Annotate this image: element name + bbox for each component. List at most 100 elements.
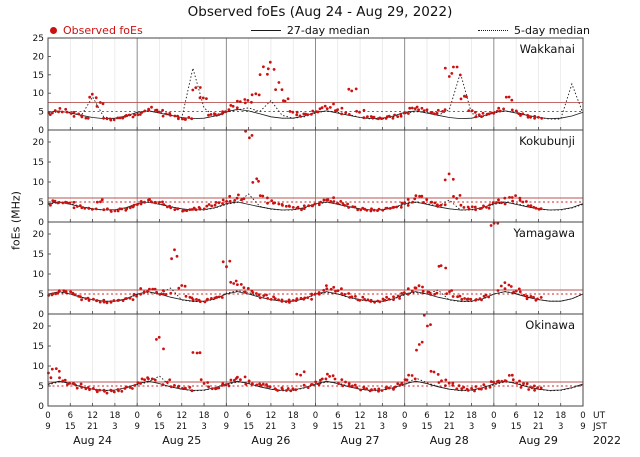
observed-dot <box>484 387 488 390</box>
observed-dot <box>325 287 329 291</box>
observed-dot <box>517 287 521 291</box>
observed-dot <box>482 383 486 387</box>
observed-dot <box>344 380 347 384</box>
observed-dot <box>474 115 478 119</box>
observed-dot <box>277 81 281 84</box>
observed-dot <box>112 390 116 394</box>
observed-dot <box>378 300 382 304</box>
jst-tick-label: 21 <box>355 422 366 432</box>
observed-dot <box>347 206 350 209</box>
observed-dot <box>482 204 485 208</box>
observed-dot <box>72 110 76 114</box>
observed-dot <box>217 113 221 116</box>
observed-dot <box>273 297 277 301</box>
observed-dot <box>258 296 262 300</box>
observed-dot <box>101 102 105 106</box>
observed-dot <box>489 380 493 383</box>
observed-dot <box>84 116 88 120</box>
observed-dot <box>243 98 247 101</box>
observed-dot <box>347 382 351 385</box>
observed-dot <box>191 351 195 354</box>
observed-dot <box>522 382 525 386</box>
ut-tick-label: 6 <box>335 411 340 421</box>
ut-tick-label: 6 <box>68 411 73 421</box>
observed-dot <box>410 106 414 110</box>
observed-dot <box>87 207 91 210</box>
observed-dot <box>456 295 459 299</box>
observed-dot <box>78 204 82 208</box>
observed-dot <box>71 291 75 295</box>
observed-dot <box>492 111 496 115</box>
observed-dot <box>460 297 464 301</box>
observed-dot <box>443 66 447 70</box>
observed-dot <box>84 297 88 300</box>
observed-dot <box>176 114 180 118</box>
observed-dot <box>443 108 447 111</box>
observed-dot <box>436 108 440 112</box>
observed-dot <box>68 382 71 385</box>
observed-dot <box>98 300 102 304</box>
observed-dot <box>53 199 57 203</box>
observed-dot <box>298 114 302 118</box>
observed-dot <box>80 298 83 302</box>
observed-dot <box>336 289 340 292</box>
observed-dot <box>80 115 84 119</box>
y-tick-label: 0 <box>38 218 44 228</box>
observed-dot <box>250 100 253 104</box>
observed-dot <box>113 209 117 213</box>
observed-dot <box>207 203 211 206</box>
observed-dot <box>332 200 336 203</box>
observed-dot <box>225 200 229 203</box>
observed-dot <box>514 194 517 198</box>
observed-dot <box>429 369 433 373</box>
observed-dot <box>487 295 491 299</box>
observed-dot <box>396 115 400 118</box>
observed-dot <box>199 378 203 382</box>
median5-line <box>47 68 584 120</box>
observed-dot <box>481 111 485 115</box>
observed-dot <box>362 386 366 390</box>
observed-dot <box>158 200 161 204</box>
ut-tick-label: 12 <box>444 411 455 421</box>
observed-dot <box>221 198 225 202</box>
observed-dot <box>100 198 104 202</box>
observed-dot <box>510 196 514 199</box>
observed-dot <box>206 297 209 301</box>
observed-dot <box>177 286 181 290</box>
observed-dot <box>326 198 330 202</box>
observed-dot <box>295 110 299 114</box>
observed-dot <box>509 285 513 288</box>
observed-dot <box>109 118 113 122</box>
observed-dot <box>337 382 340 385</box>
observed-dot <box>519 386 523 389</box>
observed-dot <box>184 386 187 390</box>
day-label: Aug 27 <box>341 434 380 447</box>
observed-dot <box>372 115 376 119</box>
observed-dot <box>340 106 344 110</box>
observed-dot <box>69 112 73 115</box>
observed-dot <box>350 89 354 93</box>
observed-dot <box>317 203 321 207</box>
observed-dot <box>243 375 247 379</box>
y-tick-label: 15 <box>33 158 44 168</box>
observed-dot <box>295 113 299 117</box>
observed-dot <box>373 387 377 391</box>
observed-dot <box>295 372 299 376</box>
observed-dot <box>299 373 302 377</box>
ut-tick-label: 12 <box>87 411 98 421</box>
ut-tick-label: 6 <box>513 411 518 421</box>
observed-dot <box>162 347 165 351</box>
observed-dot <box>491 201 495 205</box>
observed-dot <box>49 376 53 380</box>
observed-dot <box>175 254 179 258</box>
observed-dot <box>266 297 270 300</box>
observed-dot <box>131 115 135 119</box>
legend-observed-label: Observed foEs <box>63 24 143 37</box>
observed-dot <box>69 290 72 294</box>
observed-dot <box>105 301 109 305</box>
observed-dot <box>65 201 69 205</box>
observed-dot <box>50 367 54 371</box>
jst-tick-label: 21 <box>444 422 455 432</box>
ut-tick-label: 0 <box>580 411 585 421</box>
observed-dot <box>139 200 143 203</box>
